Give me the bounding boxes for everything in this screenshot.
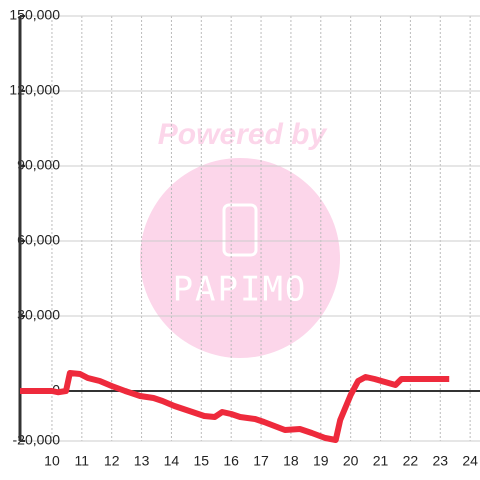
watermark-text: Powered by <box>158 118 328 151</box>
watermark-logo: PAPIMO <box>173 270 308 310</box>
x-tick-label: 17 <box>253 453 269 469</box>
x-tick-label: 15 <box>194 453 210 469</box>
x-tick-label: 18 <box>283 453 299 469</box>
x-tick-label: 20 <box>343 453 359 469</box>
x-tick-label: 24 <box>462 453 478 469</box>
y-tick-label: 90,000 <box>17 157 60 173</box>
x-tick-label: 14 <box>164 453 180 469</box>
y-tick-label: 30,000 <box>17 307 60 323</box>
x-tick-label: 22 <box>403 453 419 469</box>
x-tick-label: 13 <box>134 453 150 469</box>
watermark-icon <box>222 203 258 257</box>
x-tick-label: 10 <box>44 453 60 469</box>
x-tick-label: 21 <box>373 453 389 469</box>
y-tick-label: 60,000 <box>17 232 60 248</box>
x-tick-label: 11 <box>75 453 90 469</box>
x-tick-label: 16 <box>223 453 239 469</box>
y-tick-label: -20,000 <box>13 432 61 448</box>
y-tick-label: 150,000 <box>9 7 60 23</box>
data-line <box>20 370 450 443</box>
x-tick-label: 23 <box>432 453 448 469</box>
x-tick-label: 19 <box>313 453 329 469</box>
watermark: Powered by PAPIMO <box>140 118 340 358</box>
watermark-circle <box>140 158 340 358</box>
x-tick-label: 12 <box>104 453 120 469</box>
y-tick-label: 120,000 <box>9 82 60 98</box>
